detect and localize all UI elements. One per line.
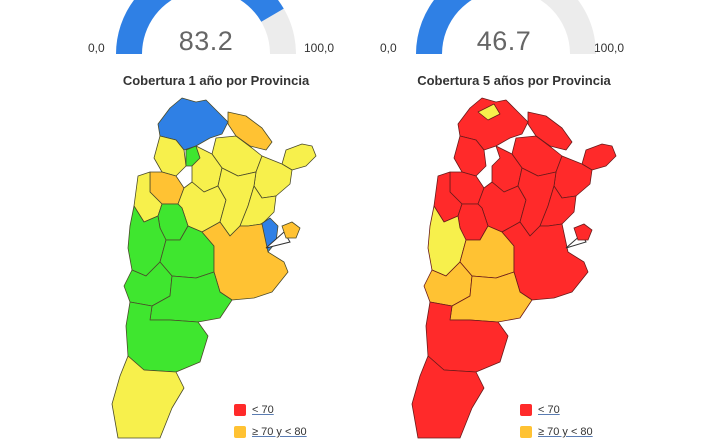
legend-2: < 70 ≥ 70 y < 80 [520,401,640,445]
gauge-2-min: 0,0 [380,41,397,55]
gauge-2-fill [416,0,472,54]
legend-1-label-70-80: ≥ 70 y < 80 [252,426,307,438]
map-2-region-misiones [581,143,617,171]
legend-2-label-lt70: < 70 [538,404,560,416]
gauge-1-fill [116,0,284,54]
legend-1: < 70 ≥ 70 y < 80 [234,401,354,445]
legend-2-item-lt70: < 70 [520,401,640,419]
map-1-region-santacruz [111,355,185,439]
gauge-2-max: 100,0 [594,41,625,55]
gauge-2 [416,0,596,54]
chart-1-title: Cobertura 1 año por Provincia [122,73,310,88]
legend-1-item-lt70: < 70 [234,401,354,419]
map-2-region-catamarca [453,135,487,177]
map-2-region-jujuy-yellow [477,103,501,121]
map-1-region-formosa [227,111,273,151]
map-1-region-catamarca [153,135,187,177]
legend-2-label-70-80: ≥ 70 y < 80 [538,426,593,438]
gauge-1-max: 100,0 [304,41,335,55]
chart-2-title: Cobertura 5 años por Provincia [417,73,611,88]
panel-cobertura-1-ano: 83.2 0,0 100,0 Cobertura 1 año por Provi… [0,0,360,439]
legend-2-item-70-80: ≥ 70 y < 80 [520,423,640,441]
map-1 [111,97,317,439]
legend-1-label-lt70: < 70 [252,404,274,416]
gauge-1-value: 83.2 [178,26,234,56]
map-1-region-chubut [125,301,209,373]
gauge-1-min: 0,0 [88,41,105,55]
map-2-region-chubut [425,301,509,373]
map-2-region-santacruz [411,355,485,439]
legend-2-swatch-orange [520,426,532,438]
map-1-inset-island [281,221,301,239]
legend-2-swatch-red [520,404,532,416]
map-2-inset-island [573,223,593,241]
map-1-region-misiones [281,143,317,171]
panel-cobertura-5-anos: 46.7 0,0 100,0 Cobertura 5 años por Prov… [360,0,720,439]
map-2 [411,97,617,439]
legend-1-swatch-orange [234,426,246,438]
gauge-2-value: 46.7 [476,26,532,56]
map-2-region-formosa [527,111,573,151]
gauge-1 [116,0,296,54]
legend-1-swatch-red [234,404,246,416]
legend-1-item-70-80: ≥ 70 y < 80 [234,423,354,441]
